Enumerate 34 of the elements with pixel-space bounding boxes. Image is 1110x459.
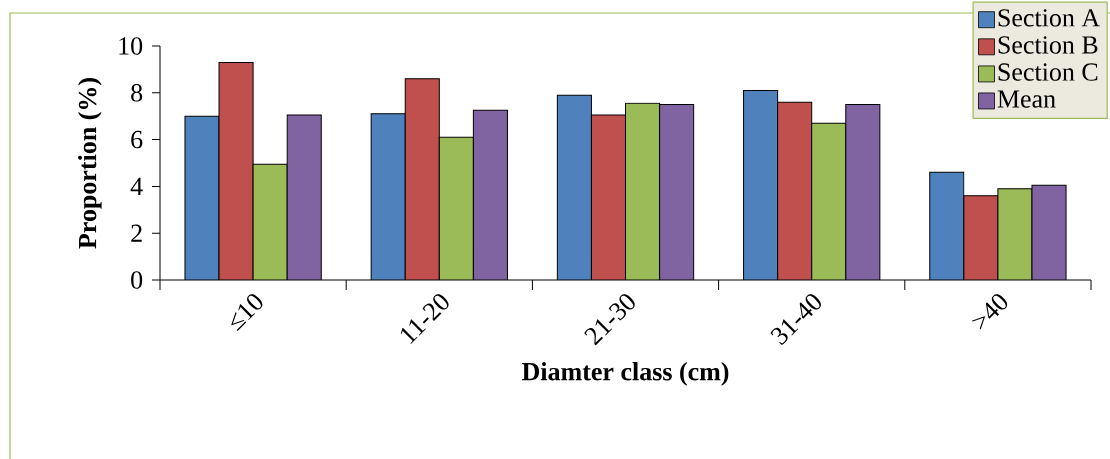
bar <box>219 62 254 280</box>
legend-label: Section A <box>998 9 1100 27</box>
x-axis-title: Diamter class (cm) <box>522 362 729 386</box>
x-tick-label: ≤10 <box>231 294 263 332</box>
bar <box>811 123 846 280</box>
bar <box>253 164 288 280</box>
bar <box>184 116 220 280</box>
bar <box>743 90 778 280</box>
bar <box>929 171 965 280</box>
y-tick-label: 0 <box>131 271 143 289</box>
bar <box>845 104 880 280</box>
y-tick-label: 10 <box>119 37 143 55</box>
bar <box>997 188 1033 280</box>
y-tick-label: 4 <box>130 177 143 195</box>
bar <box>1031 184 1067 280</box>
y-tick-label: 8 <box>131 84 143 102</box>
bar <box>287 115 322 280</box>
bar <box>439 137 474 280</box>
legend-label: Section B <box>998 36 1098 54</box>
bar <box>371 113 406 280</box>
legend-label: Mean <box>997 90 1056 108</box>
bar <box>625 103 660 280</box>
bar <box>473 110 508 280</box>
bar <box>963 195 999 280</box>
x-tick-label: >40 <box>971 294 1008 330</box>
y-tick-label: 2 <box>131 224 142 242</box>
y-axis-title: Proportion (%) <box>78 78 102 249</box>
bar <box>659 104 694 280</box>
bar <box>777 102 812 280</box>
legend-label: Section C <box>998 63 1098 81</box>
bar <box>557 95 592 280</box>
bar <box>405 78 440 280</box>
bar <box>591 115 626 280</box>
y-tick-label: 6 <box>131 130 143 149</box>
